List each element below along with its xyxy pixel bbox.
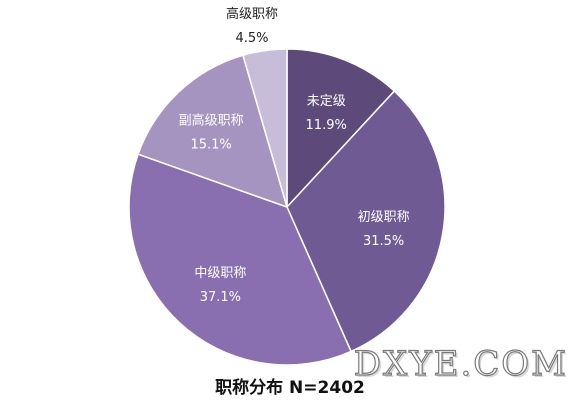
slice-category-label: 副高级职称 [179, 113, 244, 129]
watermark-logo: DXYE.COM [353, 343, 568, 384]
pie-slice [286, 48, 396, 209]
pie-slice [128, 153, 353, 366]
pie-slice [242, 48, 288, 208]
slice-value-label: 37.1% [200, 290, 241, 305]
slice-value-label: 15.1% [190, 138, 231, 153]
pie-slice [286, 90, 446, 353]
slice-category-label: 初级职称 [358, 210, 410, 225]
slice-category-label: 未定级 [307, 94, 346, 109]
slice-category-label: 高级职称 [226, 6, 278, 22]
slice-value-label: 11.9% [306, 118, 347, 133]
slice-value-label: 31.5% [363, 234, 404, 249]
slice-category-label: 中级职称 [194, 266, 246, 281]
slice-value-label: 4.5% [235, 31, 268, 46]
pie-slice [137, 54, 289, 209]
chart-title: 职称分布 N=2402 [215, 378, 365, 398]
